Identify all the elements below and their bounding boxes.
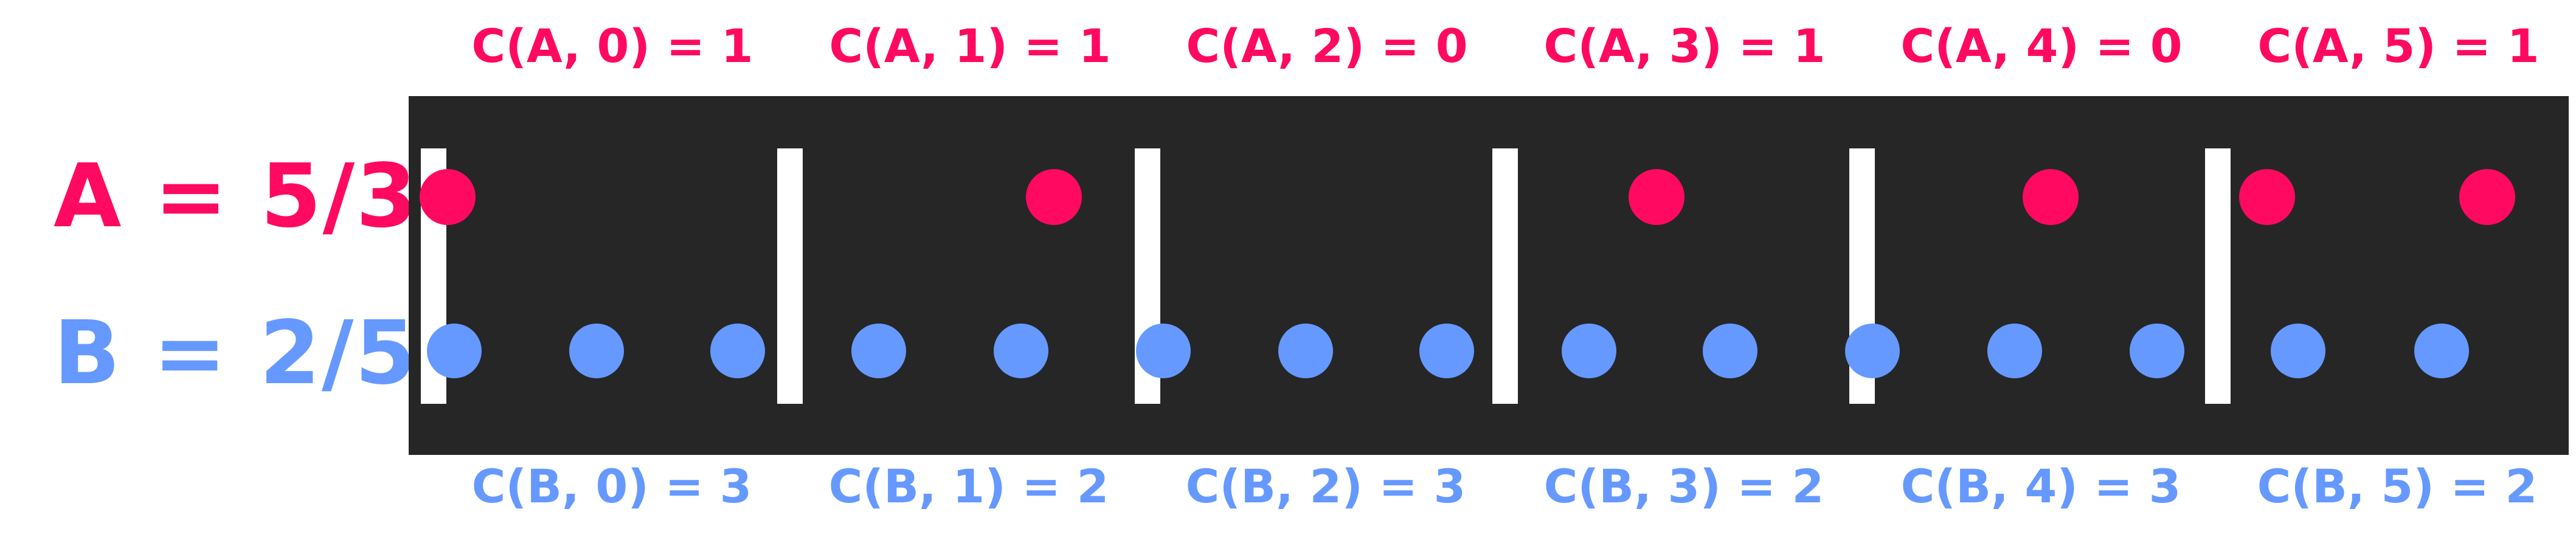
interval-divider-3: [1492, 148, 1518, 404]
b-point-2: [710, 324, 765, 378]
a-point-4: [2239, 169, 2295, 225]
count-label-a-4: C(A, 4) = 0: [1900, 19, 2183, 73]
b-point-6: [1278, 324, 1333, 378]
b-point-4: [994, 324, 1048, 378]
b-point-1: [569, 324, 624, 378]
b-point-9: [1703, 324, 1757, 378]
interval-divider-5: [2205, 148, 2231, 404]
a-point-0: [420, 169, 476, 225]
b-point-5: [1136, 324, 1191, 378]
count-label-b-1: C(B, 1) = 2: [828, 459, 1109, 513]
count-label-b-2: C(B, 2) = 3: [1185, 459, 1466, 513]
row-label-b: B = 2/5: [54, 302, 417, 404]
a-point-1: [1026, 169, 1082, 225]
row-label-a: A = 5/3: [54, 145, 418, 247]
count-label-b-3: C(B, 3) = 2: [1543, 459, 1824, 513]
count-label-b-0: C(B, 0) = 3: [471, 459, 752, 513]
count-label-b-4: C(B, 4) = 3: [1900, 459, 2181, 513]
count-label-a-0: C(A, 0) = 1: [471, 19, 753, 73]
count-label-a-3: C(A, 3) = 1: [1543, 19, 1826, 73]
b-point-13: [2271, 324, 2325, 378]
count-label-a-2: C(A, 2) = 0: [1186, 19, 1468, 73]
a-point-5: [2459, 169, 2515, 225]
b-point-8: [1562, 324, 1616, 378]
count-label-b-5: C(B, 5) = 2: [2257, 459, 2538, 513]
count-label-a-1: C(A, 1) = 1: [829, 19, 1111, 73]
a-point-2: [1629, 169, 1684, 225]
b-point-3: [851, 324, 906, 378]
a-point-3: [2023, 169, 2079, 225]
b-point-7: [1419, 324, 1474, 378]
b-point-0: [427, 324, 482, 378]
b-point-11: [1987, 324, 2042, 378]
b-point-10: [1845, 324, 1900, 378]
sequence-panel: [409, 96, 2569, 455]
count-label-a-5: C(A, 5) = 1: [2257, 19, 2540, 73]
b-point-12: [2130, 324, 2184, 378]
b-point-14: [2414, 324, 2469, 378]
interval-divider-1: [777, 148, 803, 404]
